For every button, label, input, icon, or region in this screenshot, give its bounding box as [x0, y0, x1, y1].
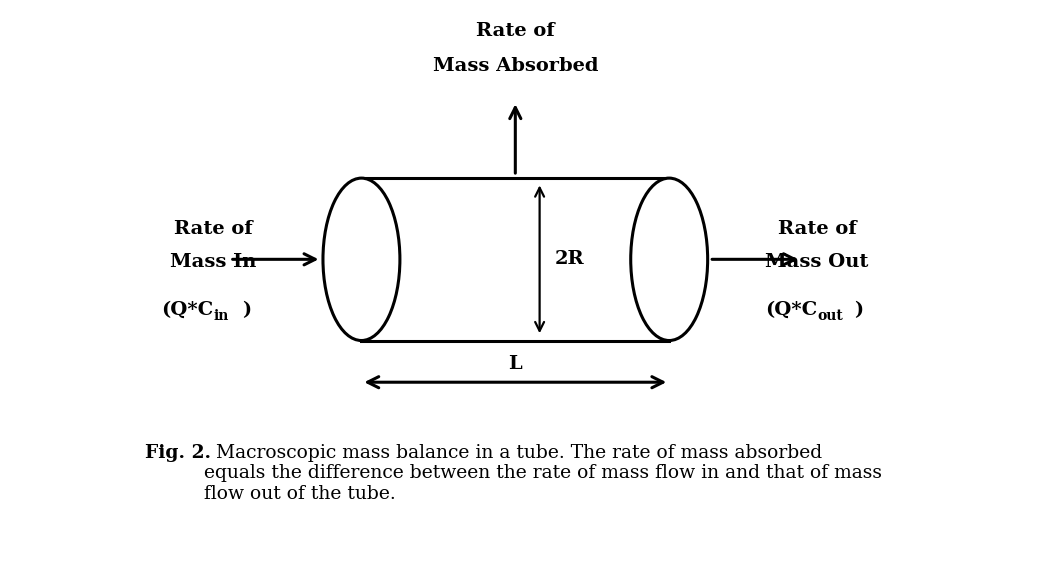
Text: 2R: 2R: [554, 250, 584, 268]
Text: Mass Out: Mass Out: [765, 253, 868, 271]
Text: Mass In: Mass In: [170, 253, 257, 271]
Text: Rate of: Rate of: [477, 22, 555, 40]
Text: Rate of: Rate of: [777, 219, 856, 238]
Text: Mass Absorbed: Mass Absorbed: [433, 57, 598, 75]
Text: L: L: [509, 355, 522, 373]
Text: Fig. 2.: Fig. 2.: [145, 443, 211, 462]
Ellipse shape: [323, 178, 400, 340]
Text: (Q*C: (Q*C: [765, 301, 817, 319]
Bar: [362, 178, 669, 340]
Text: Macroscopic mass balance in a tube. The rate of mass absorbed
equals the differe: Macroscopic mass balance in a tube. The …: [205, 443, 882, 503]
Text: (Q*C: (Q*C: [161, 301, 213, 319]
Text: out: out: [817, 308, 842, 323]
Text: ): ): [854, 301, 863, 319]
Text: Rate of: Rate of: [175, 219, 253, 238]
Text: ): ): [242, 301, 251, 319]
Ellipse shape: [631, 178, 707, 340]
Text: in: in: [213, 308, 229, 323]
